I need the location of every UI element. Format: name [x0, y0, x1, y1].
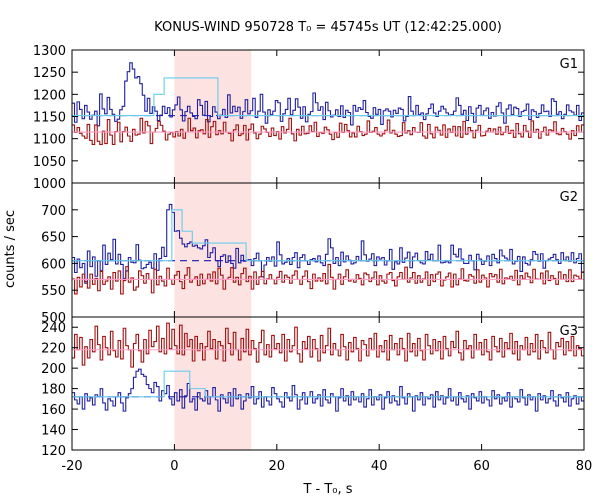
y-tick-label: 160 — [41, 403, 66, 418]
y-tick-label: 1100 — [33, 133, 66, 148]
x-tick-label: 40 — [371, 459, 388, 474]
series-high-line — [72, 62, 584, 127]
chart-title: KONUS-WIND 950728 T₀ = 45745s UT (12:42:… — [154, 20, 502, 35]
y-tick-label: 120 — [41, 444, 66, 459]
y-tick-label: 1200 — [33, 88, 66, 103]
x-tick-label: 80 — [576, 459, 593, 474]
panel-label: G2 — [560, 190, 578, 205]
y-tick-label: 200 — [41, 362, 66, 377]
panel-plot-area — [72, 62, 584, 145]
panel-g3: 120 140 160 180 200 220 240 G3 — [41, 316, 585, 459]
y-tick-label: 650 — [41, 231, 66, 246]
y-tick-label: 1050 — [33, 155, 66, 170]
y-tick-label: 600 — [41, 257, 66, 272]
y-tick-label: 500 — [41, 311, 66, 326]
panel-g2: 500 550 600 650 700 G2 — [41, 182, 585, 326]
series-high-line — [72, 368, 584, 412]
panel-label: G1 — [560, 57, 578, 72]
y-tick-label: 240 — [41, 321, 66, 336]
y-axis-title: counts / sec — [3, 210, 18, 288]
y-tick-label: 220 — [41, 342, 66, 357]
series-high_model-line — [72, 370, 584, 398]
y-tick-label: 700 — [41, 204, 66, 219]
y-tick-label: 180 — [41, 383, 66, 398]
y-tick-label: 1250 — [33, 66, 66, 81]
panel-frame — [71, 316, 585, 451]
y-tick-label: 550 — [41, 284, 66, 299]
x-tick-label: 0 — [170, 459, 178, 474]
burst-interval-shade — [174, 317, 252, 450]
y-tick-label: 140 — [41, 424, 66, 439]
panel-frame — [71, 49, 585, 184]
series-high_model-line — [72, 77, 584, 117]
y-tick-label: 1300 — [33, 44, 66, 59]
series-low-line — [72, 263, 584, 295]
series-low-line — [72, 117, 584, 145]
x-tick-label: -20 — [61, 459, 82, 474]
panel-g1: 1000 1050 1100 1150 1200 1250 1300 G1 — [33, 44, 585, 192]
x-tick-label: 60 — [473, 459, 490, 474]
x-axis-title: T - T₀, s — [302, 482, 352, 497]
panel-plot-area — [72, 322, 584, 412]
series-low-line — [72, 322, 584, 368]
y-tick-label: 1150 — [33, 111, 66, 126]
chart-panels: 1000105011001150120012501300G15005506006… — [33, 44, 592, 474]
x-tick-label: 20 — [269, 459, 286, 474]
panel-plot-area — [72, 203, 584, 295]
series-high_model-line — [72, 209, 584, 262]
panel-label: G3 — [560, 324, 578, 339]
y-tick-label: 1000 — [33, 177, 66, 192]
